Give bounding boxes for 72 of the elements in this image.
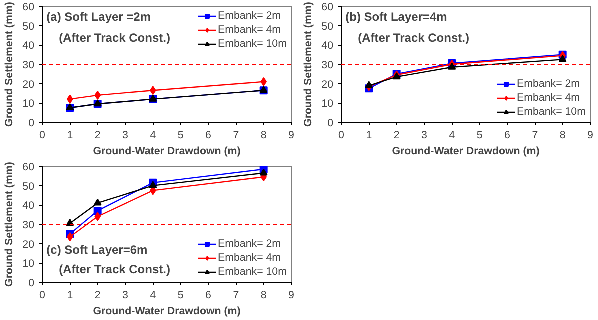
legend-label: Embank= 10m <box>516 106 586 118</box>
x-tick-label: 7 <box>532 130 538 142</box>
x-axis-title: Ground-Water Drawdown (m) <box>392 146 540 158</box>
legend-label: Embank= 2m <box>218 10 282 22</box>
x-tick-label: 1 <box>67 130 74 142</box>
x-tick-label: 7 <box>233 290 240 302</box>
y-tick-label: 50 <box>22 180 35 193</box>
legend-label: Embank= 4m <box>218 24 282 36</box>
y-tick-label: 20 <box>322 78 334 91</box>
y-tick-label: 20 <box>22 238 35 251</box>
y-tick-label: 50 <box>322 20 334 33</box>
y-tick-label: 10 <box>22 258 35 270</box>
x-tick-label: 8 <box>560 130 566 142</box>
x-tick-label: 9 <box>588 130 594 142</box>
text: (After Track Const.) <box>59 30 170 45</box>
x-tick-label: 2 <box>94 290 101 302</box>
text: (After Track Const.) <box>59 262 170 277</box>
y-tick-label: 60 <box>322 2 334 14</box>
x-tick-label: 2 <box>394 130 400 142</box>
chart-title: (b) Soft Layer=4m <box>346 10 448 24</box>
x-tick-label: 0 <box>338 130 345 142</box>
text: (After Track Const.) <box>358 30 470 45</box>
y-axis-title: Ground Settlement (mm) <box>302 2 315 127</box>
y-tick-label: 40 <box>22 200 35 212</box>
y-tick-label: 30 <box>22 60 35 72</box>
legend-label: Embank= 4m <box>218 252 282 264</box>
x-tick-label: 4 <box>150 130 156 142</box>
legend-label: Embank= 4m <box>516 92 580 104</box>
x-tick-label: 9 <box>288 130 295 142</box>
y-tick-label: 50 <box>22 20 35 33</box>
chart-title: (a) Soft Layer =2m <box>46 10 152 24</box>
y-tick-label: 40 <box>322 40 334 52</box>
x-tick-label: 5 <box>476 130 483 142</box>
x-tick-label: 9 <box>288 290 295 302</box>
x-tick-label: 8 <box>260 290 267 302</box>
x-axis-title: Ground-Water Drawdown (m) <box>93 146 242 158</box>
x-tick-label: 3 <box>122 290 129 302</box>
y-tick-label: 30 <box>322 60 334 72</box>
y-tick-label: 30 <box>22 220 35 232</box>
legend-label: Embank= 10m <box>218 266 287 278</box>
y-tick-label: 20 <box>22 78 35 91</box>
y-tick-label: 10 <box>22 98 35 110</box>
y-tick-label: 0 <box>28 118 35 130</box>
x-tick-label: 4 <box>150 290 156 302</box>
y-tick-label: 60 <box>22 2 35 14</box>
x-tick-label: 8 <box>260 130 267 142</box>
x-tick-label: 2 <box>94 130 101 142</box>
x-tick-label: 3 <box>422 130 428 142</box>
y-tick-label: 40 <box>22 40 35 52</box>
y-tick-label: 10 <box>322 98 334 110</box>
x-tick-label: 4 <box>449 130 456 142</box>
x-tick-label: 0 <box>40 130 46 142</box>
x-tick-label: 3 <box>122 130 129 142</box>
x-tick-label: 7 <box>233 130 240 142</box>
x-tick-label: 1 <box>67 290 74 302</box>
x-tick-label: 5 <box>178 130 184 142</box>
legend-label: Embank= 2m <box>516 78 580 90</box>
y-tick-label: 60 <box>22 162 35 174</box>
y-axis-title: Ground Settlement (mm) <box>4 162 16 287</box>
y-tick-label: 0 <box>28 278 35 290</box>
x-axis-title: Ground-Water Drawdown (m) <box>93 306 242 318</box>
x-tick-label: 5 <box>178 290 184 302</box>
x-tick-label: 6 <box>206 290 212 302</box>
text: (c) Soft Layer=6m <box>46 242 148 257</box>
x-tick-label: 6 <box>504 130 511 142</box>
y-tick-label: 0 <box>328 118 334 130</box>
x-tick-label: 0 <box>40 290 46 302</box>
legend-label: Embank= 2m <box>218 238 282 250</box>
y-axis-title: Ground Settlement (mm) <box>4 2 16 127</box>
x-tick-label: 6 <box>206 130 212 142</box>
legend-label: Embank= 10m <box>218 38 287 50</box>
x-tick-label: 1 <box>366 130 372 142</box>
